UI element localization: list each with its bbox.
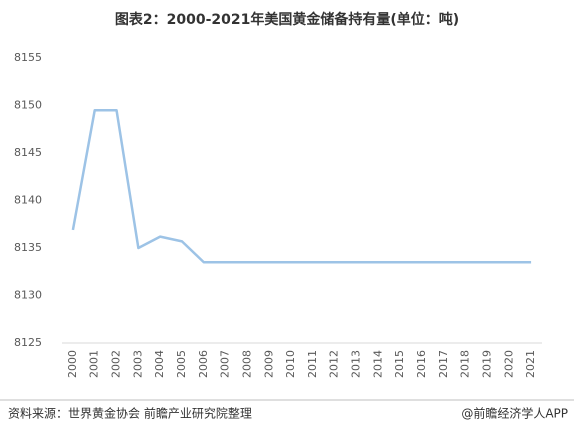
x-tick-label: 2008 bbox=[240, 350, 253, 378]
y-tick-label: 8130 bbox=[14, 289, 42, 302]
source: 资料来源：世界黄金协会 前瞻产业研究院整理 bbox=[8, 406, 252, 421]
x-tick-label: 2004 bbox=[153, 350, 166, 378]
x-tick-label: 2010 bbox=[284, 350, 297, 378]
y-tick-label: 8145 bbox=[14, 146, 42, 159]
x-tick-label: 2020 bbox=[502, 350, 515, 378]
x-tick-label: 2014 bbox=[371, 350, 384, 378]
y-tick-label: 8150 bbox=[14, 99, 42, 112]
y-tick-label: 8140 bbox=[14, 194, 42, 207]
x-tick-label: 2015 bbox=[393, 350, 406, 378]
x-tick-label: 2007 bbox=[219, 350, 232, 378]
x-tick-label: 2006 bbox=[197, 350, 210, 378]
y-tick-label: 8155 bbox=[14, 51, 42, 64]
x-tick-label: 2021 bbox=[524, 350, 537, 378]
x-tick-label: 2009 bbox=[262, 350, 275, 378]
x-tick-label: 2005 bbox=[175, 350, 188, 378]
x-tick-label: 2012 bbox=[328, 350, 341, 378]
chart-title: 图表2：2000-2021年美国黄金储备持有量(单位：吨) bbox=[115, 11, 459, 28]
x-tick-label: 2019 bbox=[480, 350, 493, 378]
x-tick-label: 2018 bbox=[459, 350, 472, 378]
credit: @前瞻经济学人APP bbox=[461, 406, 568, 421]
x-tick-label: 2001 bbox=[88, 350, 101, 378]
x-tick-label: 2011 bbox=[306, 350, 319, 378]
x-tick-label: 2000 bbox=[66, 350, 79, 378]
data-line bbox=[71, 109, 532, 264]
y-tick-label: 8125 bbox=[14, 336, 42, 349]
x-tick-label: 2017 bbox=[437, 350, 450, 378]
x-tick-label: 2016 bbox=[415, 350, 428, 378]
y-tick-label: 8135 bbox=[14, 241, 42, 254]
x-tick-label: 2002 bbox=[110, 350, 123, 378]
x-tick-label: 2013 bbox=[350, 350, 363, 378]
x-tick-label: 2003 bbox=[131, 350, 144, 378]
